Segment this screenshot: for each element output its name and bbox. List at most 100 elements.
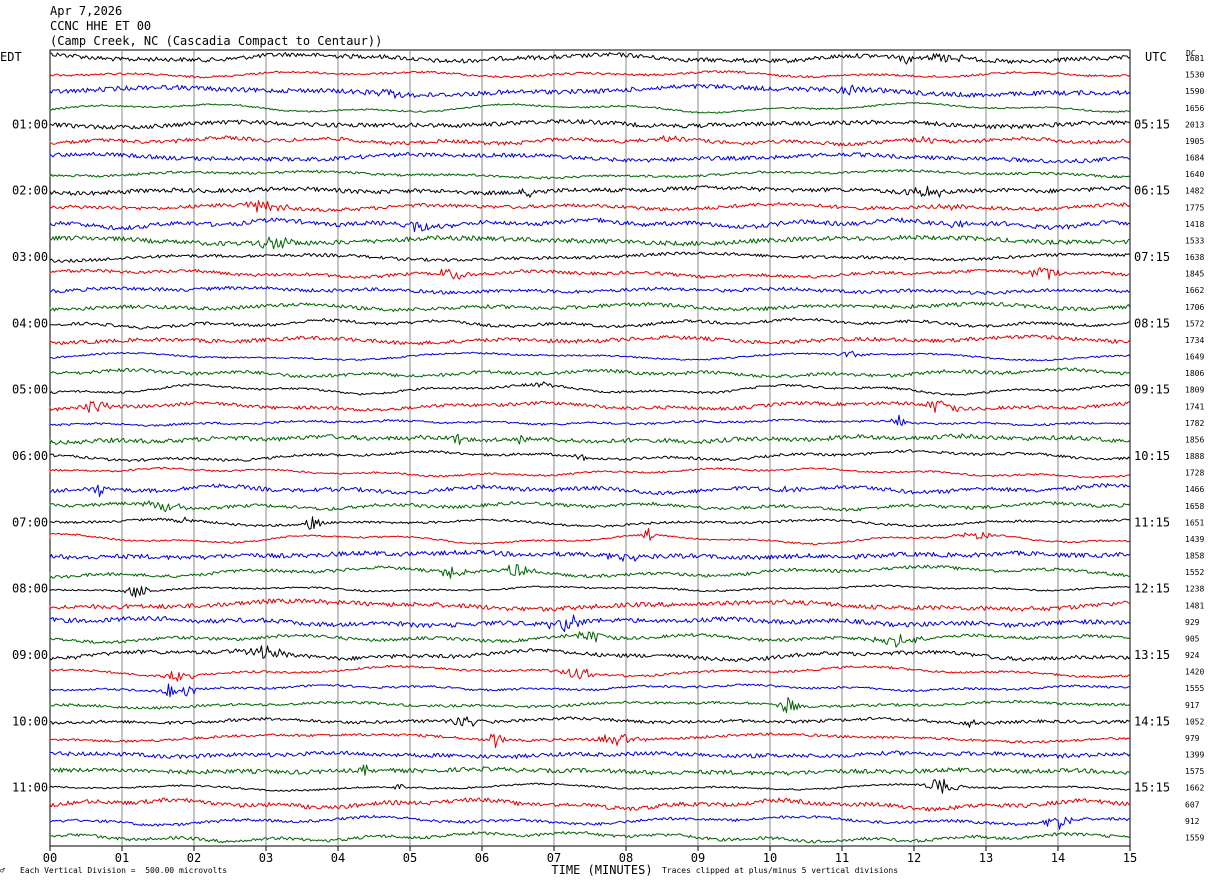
x-tick-label: 08 bbox=[619, 851, 633, 865]
seismic-trace bbox=[49, 764, 1131, 776]
seismic-trace bbox=[49, 301, 1131, 312]
dc-offset-label: 1651 bbox=[1185, 518, 1204, 527]
left-hour-label: 11:00 bbox=[12, 781, 48, 795]
seismic-trace bbox=[49, 516, 1131, 530]
seismic-trace bbox=[49, 135, 1131, 147]
left-hour-label: 08:00 bbox=[12, 582, 48, 596]
right-hour-label: 12:15 bbox=[1134, 582, 1170, 596]
seismic-trace bbox=[49, 84, 1131, 99]
dc-offset-label: 917 bbox=[1185, 701, 1200, 710]
x-tick-label: 15 bbox=[1123, 851, 1137, 865]
seismic-trace bbox=[49, 732, 1131, 749]
dc-offset-label: 1638 bbox=[1185, 253, 1204, 262]
right-hour-label: 06:15 bbox=[1134, 184, 1170, 198]
x-tick-label: 05 bbox=[403, 851, 417, 865]
seismic-trace bbox=[49, 52, 1131, 65]
seismic-trace bbox=[49, 400, 1131, 413]
dc-offset-label: 1684 bbox=[1185, 154, 1204, 163]
dc-offset-label: 1858 bbox=[1185, 552, 1204, 561]
left-hour-label: 01:00 bbox=[12, 117, 48, 131]
seismic-trace bbox=[49, 414, 1131, 427]
seismic-trace bbox=[49, 584, 1131, 598]
dc-offset-label: 1656 bbox=[1185, 104, 1204, 113]
scale-note: Each Vertical Division = 500.00 microvol… bbox=[20, 866, 228, 875]
seismic-trace bbox=[49, 466, 1131, 479]
seismic-trace bbox=[49, 697, 1131, 714]
seismic-trace bbox=[49, 716, 1131, 728]
seismic-trace bbox=[49, 778, 1131, 794]
seismic-trace bbox=[49, 645, 1131, 662]
right-hour-label: 13:15 bbox=[1134, 648, 1170, 662]
left-hour-label: 10:00 bbox=[12, 714, 48, 728]
dc-offset-label: 1845 bbox=[1185, 270, 1204, 279]
left-timezone-label: EDT bbox=[0, 50, 22, 64]
dc-offset-label: 912 bbox=[1185, 817, 1200, 826]
seismic-trace bbox=[49, 449, 1131, 463]
x-tick-label: 12 bbox=[907, 851, 921, 865]
seismic-trace bbox=[49, 831, 1131, 844]
left-hour-label: 04:00 bbox=[12, 316, 48, 330]
location-label: (Camp Creek, NC (Cascadia Compact to Cen… bbox=[50, 34, 383, 48]
dc-offset-label: 1888 bbox=[1185, 452, 1204, 461]
right-timezone-label: UTC bbox=[1145, 50, 1167, 64]
x-tick-label: 06 bbox=[475, 851, 489, 865]
seismic-trace bbox=[49, 251, 1131, 263]
clip-note: Traces clipped at plus/minus 5 vertical … bbox=[662, 866, 899, 875]
x-tick-label: 11 bbox=[835, 851, 849, 865]
x-tick-label: 00 bbox=[43, 851, 57, 865]
seismic-trace bbox=[49, 285, 1131, 295]
right-hour-label: 08:15 bbox=[1134, 316, 1170, 330]
dc-offset-label: 1572 bbox=[1185, 319, 1204, 328]
dc-offset-label: 1662 bbox=[1185, 286, 1204, 295]
seismic-trace bbox=[49, 185, 1131, 198]
left-hour-label: 06:00 bbox=[12, 449, 48, 463]
dc-offset-label: 1782 bbox=[1185, 419, 1204, 428]
seismic-trace bbox=[49, 598, 1131, 612]
dc-offset-label: 1649 bbox=[1185, 353, 1204, 362]
dc-offset-label: 1706 bbox=[1185, 303, 1204, 312]
dc-offset-label: 1806 bbox=[1185, 369, 1204, 378]
seismic-trace bbox=[49, 614, 1131, 633]
x-tick-label: 07 bbox=[547, 851, 561, 865]
dc-offset-label: 1533 bbox=[1185, 236, 1204, 245]
dc-label: DC bbox=[1186, 49, 1196, 58]
date-label: Apr 7,2026 bbox=[50, 4, 123, 18]
dc-offset-label: 1418 bbox=[1185, 220, 1204, 229]
dc-offset-label: 1481 bbox=[1185, 601, 1204, 610]
seismic-trace bbox=[49, 350, 1131, 362]
x-tick-label: 14 bbox=[1051, 851, 1065, 865]
left-hour-label: 05:00 bbox=[12, 383, 48, 397]
dc-offset-label: 1741 bbox=[1185, 402, 1204, 411]
left-hour-label: 07:00 bbox=[12, 515, 48, 529]
seismic-trace bbox=[49, 102, 1131, 114]
x-axis-title: TIME (MINUTES) bbox=[551, 863, 652, 877]
dc-offset-label: 1658 bbox=[1185, 502, 1204, 511]
dc-offset-label: 1681 bbox=[1185, 54, 1204, 63]
seismic-trace bbox=[49, 151, 1131, 164]
seismic-trace bbox=[49, 70, 1131, 79]
dc-offset-label: 1238 bbox=[1185, 585, 1204, 594]
seismic-trace bbox=[49, 527, 1131, 546]
seismic-trace bbox=[49, 367, 1131, 379]
dc-offset-label: 924 bbox=[1185, 651, 1200, 660]
seismic-trace bbox=[49, 564, 1131, 579]
seismic-trace bbox=[49, 814, 1130, 830]
station-label: CCNC HHE ET 00 bbox=[50, 19, 152, 33]
plot-frame bbox=[49, 49, 1131, 847]
dc-offset-label: 1052 bbox=[1185, 717, 1204, 726]
left-hour-label: 03:00 bbox=[12, 250, 48, 264]
corner-mark: ♂ bbox=[0, 866, 5, 875]
dc-offset-label: 929 bbox=[1185, 618, 1200, 627]
x-tick-label: 09 bbox=[691, 851, 705, 865]
dc-offset-label: 1775 bbox=[1185, 203, 1204, 212]
x-tick-label: 02 bbox=[187, 851, 201, 865]
dc-offset-label: 1552 bbox=[1185, 568, 1204, 577]
dc-offset-label: 1640 bbox=[1185, 170, 1204, 179]
seismic-trace bbox=[49, 267, 1131, 280]
seismic-trace bbox=[49, 217, 1131, 233]
seismic-trace bbox=[49, 797, 1131, 812]
dc-offset-label: 1662 bbox=[1185, 784, 1204, 793]
right-hour-label: 09:15 bbox=[1134, 383, 1170, 397]
seismic-trace bbox=[49, 381, 1131, 396]
dc-offset-label: 1555 bbox=[1185, 684, 1204, 693]
